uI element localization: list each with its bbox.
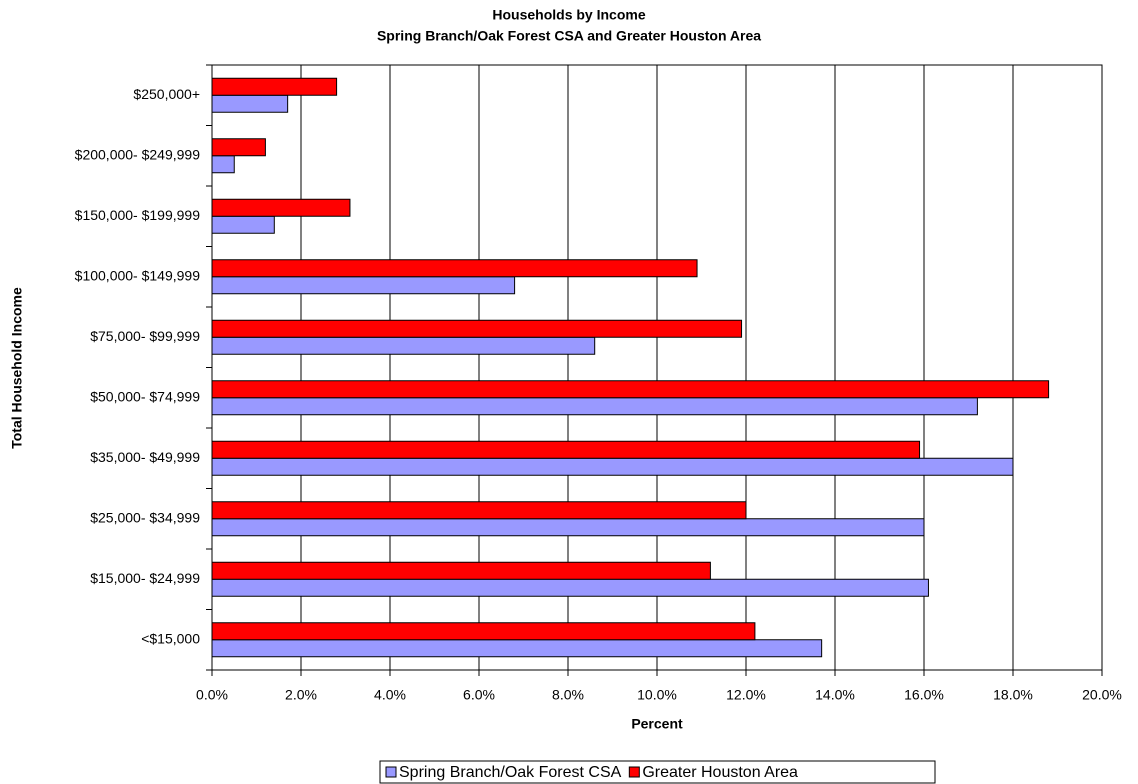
x-tick-label: 8.0% bbox=[552, 687, 584, 703]
bar bbox=[211, 276, 516, 295]
x-tick-label: 10.0% bbox=[637, 687, 677, 703]
chart-subtitle: Spring Branch/Oak Forest CSA and Greater… bbox=[377, 28, 761, 44]
bar bbox=[211, 198, 351, 217]
bar bbox=[211, 578, 929, 597]
bar bbox=[211, 259, 698, 278]
legend-swatch bbox=[385, 766, 397, 778]
y-tick-label: $15,000- $24,999 bbox=[90, 570, 200, 586]
x-tick-label: 16.0% bbox=[904, 687, 944, 703]
bar bbox=[211, 622, 756, 641]
legend-label: Greater Houston Area bbox=[642, 764, 798, 781]
x-tick-label: 12.0% bbox=[726, 687, 766, 703]
x-tick-label: 14.0% bbox=[815, 687, 855, 703]
legend-label: Spring Branch/Oak Forest CSA bbox=[399, 764, 622, 781]
legend-box bbox=[379, 760, 936, 784]
bar bbox=[211, 215, 275, 234]
x-tick-label: 18.0% bbox=[993, 687, 1033, 703]
bar bbox=[211, 155, 235, 174]
legend-swatch bbox=[628, 766, 640, 778]
bar bbox=[211, 440, 921, 459]
bar bbox=[211, 501, 747, 520]
bar bbox=[211, 77, 338, 96]
x-axis-title: Percent bbox=[631, 716, 683, 732]
y-axis-title: Total Household Income bbox=[9, 287, 25, 449]
bar bbox=[211, 138, 266, 157]
bar bbox=[211, 561, 711, 580]
y-tick-label: <$15,000 bbox=[141, 630, 200, 646]
x-tick-label: 6.0% bbox=[463, 687, 495, 703]
chart-title: Households by Income bbox=[492, 7, 645, 23]
bar bbox=[211, 380, 1050, 399]
bar bbox=[211, 457, 1014, 476]
y-tick-label: $250,000+ bbox=[133, 86, 200, 102]
y-tick-label: $100,000- $149,999 bbox=[75, 267, 201, 283]
bar bbox=[211, 94, 289, 113]
x-tick-label: 2.0% bbox=[285, 687, 317, 703]
x-tick-label: 20.0% bbox=[1082, 687, 1122, 703]
bar bbox=[211, 336, 596, 355]
bar bbox=[211, 639, 823, 658]
y-tick-label: $25,000- $34,999 bbox=[90, 509, 200, 525]
y-tick-label: $50,000- $74,999 bbox=[90, 388, 200, 404]
y-tick-label: $75,000- $99,999 bbox=[90, 328, 200, 344]
y-tick-label: $150,000- $199,999 bbox=[75, 207, 201, 223]
x-tick-label: 4.0% bbox=[374, 687, 406, 703]
y-tick-label: $35,000- $49,999 bbox=[90, 449, 200, 465]
bar bbox=[211, 518, 925, 537]
x-tick-label: 0.0% bbox=[196, 687, 228, 703]
y-tick-label: $200,000- $249,999 bbox=[75, 146, 201, 162]
bar bbox=[211, 397, 978, 416]
bar bbox=[211, 319, 743, 338]
